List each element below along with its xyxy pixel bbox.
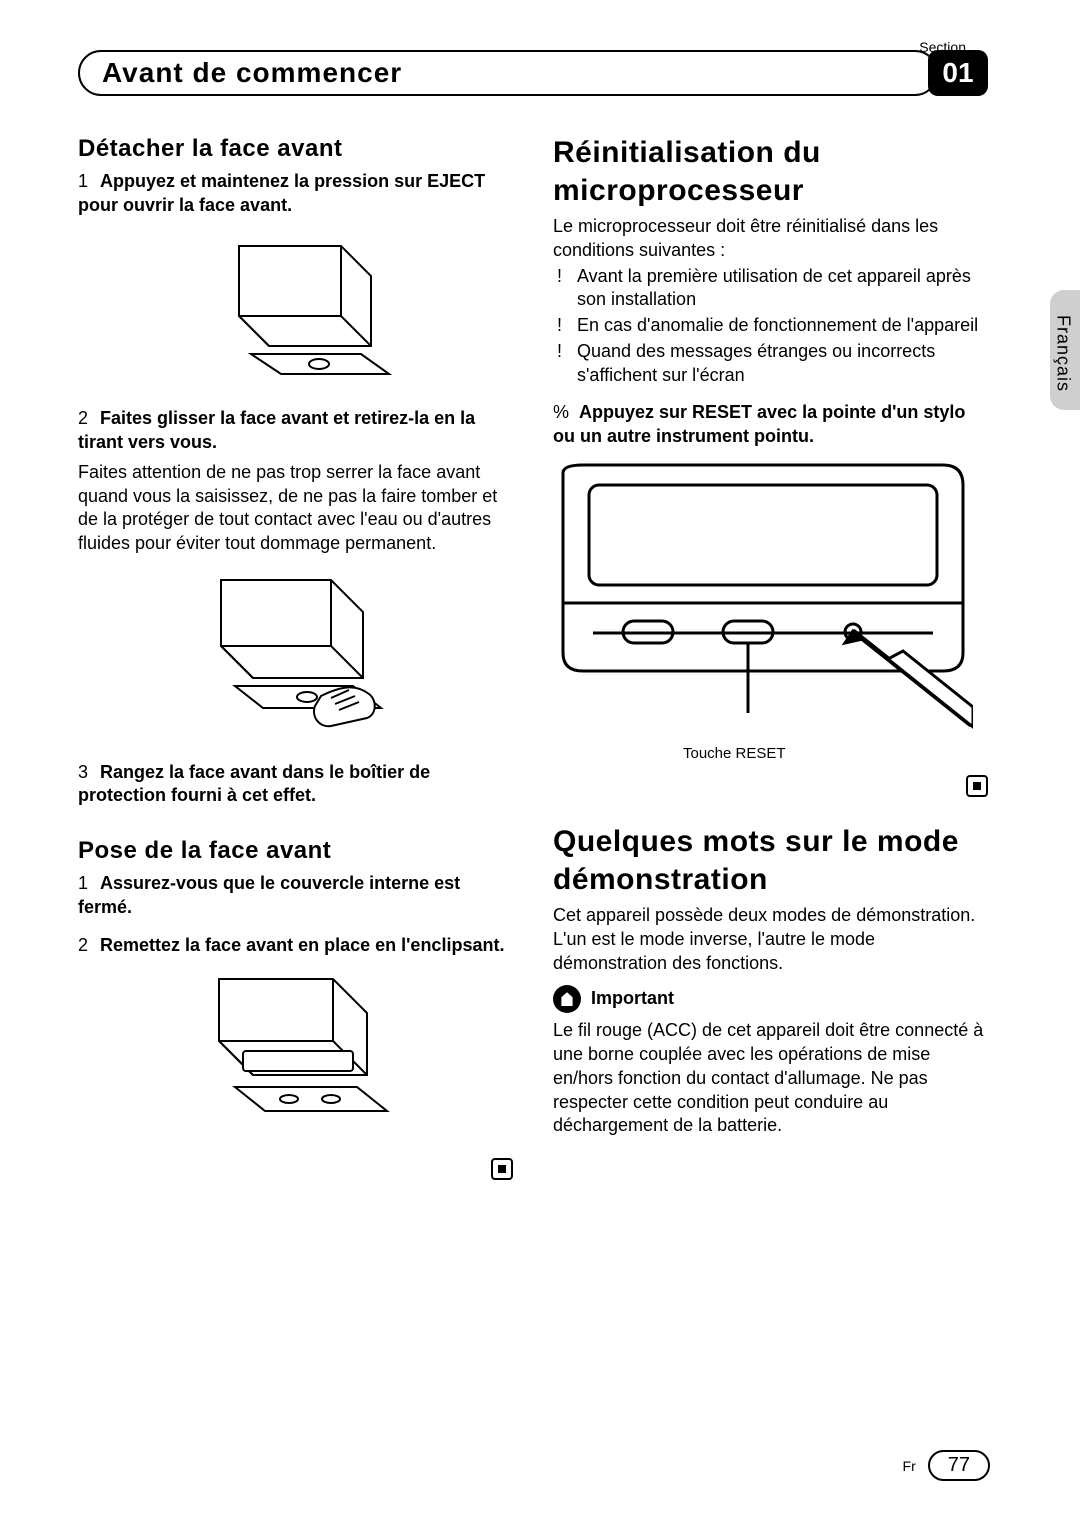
section-number-badge: 01: [928, 50, 988, 96]
important-row: Important: [553, 985, 988, 1013]
end-mark-icon: [966, 775, 988, 797]
page-number: 77: [948, 1454, 970, 1476]
important-body: Le fil rouge (ACC) de cet appareil doit …: [553, 1019, 988, 1138]
chapter-title: Avant de commencer: [102, 57, 402, 89]
reset-conditions-list: Avant la première utilisation de cet app…: [553, 265, 988, 388]
step-number: 2: [78, 408, 88, 428]
figure-attach: [78, 967, 513, 1139]
figure-detach-open: [78, 228, 513, 390]
end-mark-icon: [491, 1158, 513, 1180]
step-number: 3: [78, 762, 88, 782]
detach-step-2: 2Faites glisser la face avant et retirez…: [78, 407, 513, 455]
reset-intro: Le microprocesseur doit être réinitialis…: [553, 215, 988, 263]
left-column: Détacher la face avant 1Appuyez et maint…: [78, 134, 513, 1181]
detach-note: Faites attention de ne pas trop serrer l…: [78, 461, 513, 556]
page-number-pill: 77: [928, 1450, 990, 1481]
step-number: 1: [78, 171, 88, 191]
section-number: 01: [942, 57, 973, 89]
right-column: Réinitialisation du microprocesseur Le m…: [553, 134, 988, 1181]
demo-heading: Quelques mots sur le mode démonstration: [553, 823, 988, 898]
step-text: Remettez la face avant en place en l'enc…: [100, 935, 504, 955]
two-column-layout: Détacher la face avant 1Appuyez et maint…: [78, 134, 988, 1181]
reset-heading: Réinitialisation du microprocesseur: [553, 134, 988, 209]
detach-step-1: 1Appuyez et maintenez la pression sur EJ…: [78, 170, 513, 218]
page-content: Section Avant de commencer 01 Détacher l…: [78, 50, 988, 1181]
step-text: Rangez la face avant dans le boîtier de …: [78, 762, 430, 806]
language-tab-label: Français: [1053, 315, 1074, 392]
figure-detach-pull: [78, 566, 513, 743]
header-row: Avant de commencer 01: [78, 50, 988, 96]
reset-action: %Appuyez sur RESET avec la pointe d'un s…: [553, 401, 988, 449]
step-text: Faites glisser la face avant et retirez-…: [78, 408, 475, 452]
demo-intro: Cet appareil possède deux modes de démon…: [553, 904, 988, 975]
step-number: 1: [78, 873, 88, 893]
list-item: Avant la première utilisation de cet app…: [553, 265, 988, 313]
attach-heading: Pose de la face avant: [78, 836, 513, 866]
detach-heading: Détacher la face avant: [78, 134, 513, 164]
end-of-section-reset: [553, 773, 988, 797]
action-text: Appuyez sur RESET avec la pointe d'un st…: [553, 402, 965, 446]
language-tab: Français: [1050, 290, 1080, 410]
chapter-title-pill: Avant de commencer: [78, 50, 938, 96]
reset-caption: Touche RESET: [683, 744, 988, 764]
end-of-section-left: [78, 1157, 513, 1181]
detach-step-3: 3Rangez la face avant dans le boîtier de…: [78, 761, 513, 809]
list-item: Quand des messages étranges ou incorrect…: [553, 340, 988, 388]
figure-reset: Touche RESET: [553, 463, 988, 764]
step-text: Assurez-vous que le couvercle interne es…: [78, 873, 460, 917]
important-icon: [553, 985, 581, 1013]
list-item: En cas d'anomalie de fonctionnement de l…: [553, 314, 988, 338]
attach-step-2: 2 Remettez la face avant en place en l'en…: [78, 934, 513, 958]
step-number: 2: [78, 935, 88, 955]
action-marker: %: [553, 402, 569, 422]
attach-step-1: 1Assurez-vous que le couvercle interne e…: [78, 872, 513, 920]
footer-lang: Fr: [903, 1458, 916, 1474]
important-label: Important: [591, 987, 674, 1011]
step-text: Appuyez et maintenez la pression sur EJE…: [78, 171, 485, 215]
page-footer: Fr 77: [903, 1450, 990, 1481]
